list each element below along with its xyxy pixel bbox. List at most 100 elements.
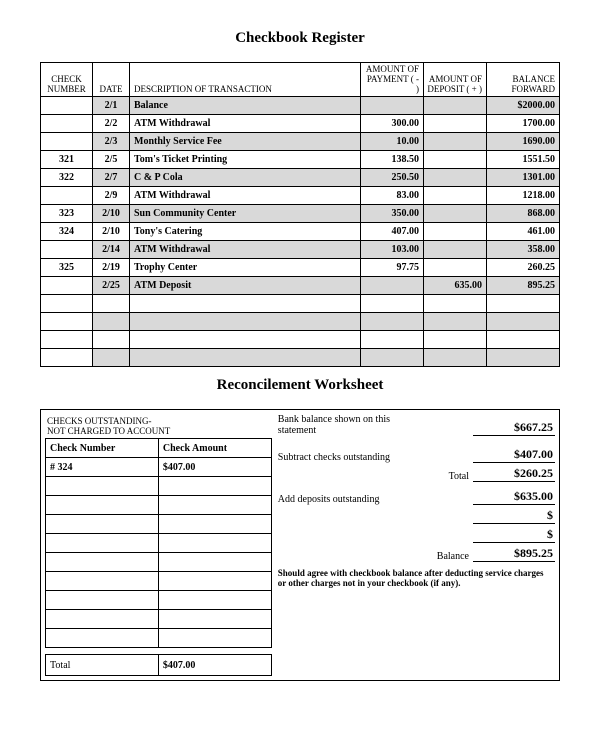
cell xyxy=(424,115,487,133)
cell xyxy=(93,313,130,331)
cell: 2/25 xyxy=(93,277,130,295)
cell xyxy=(41,349,93,367)
cell: 461.00 xyxy=(487,223,560,241)
table-row xyxy=(46,591,272,610)
cell: 323 xyxy=(41,205,93,223)
cell: 324 xyxy=(41,223,93,241)
cell xyxy=(41,133,93,151)
cell xyxy=(158,572,271,591)
cell: 1551.50 xyxy=(487,151,560,169)
cell xyxy=(158,496,271,515)
cell xyxy=(361,349,424,367)
cell xyxy=(41,187,93,205)
bank-balance-amount: $667.25 xyxy=(473,420,555,436)
cell: ATM Withdrawal xyxy=(130,187,361,205)
bank-balance-label: Bank balance shown on this statement xyxy=(278,414,429,436)
cell: 1218.00 xyxy=(487,187,560,205)
cell: 10.00 xyxy=(361,133,424,151)
cell xyxy=(424,97,487,115)
outstanding-table: Check Number Check Amount # 324$407.00 xyxy=(45,438,272,648)
register-title: Checkbook Register xyxy=(40,30,560,47)
cell: 138.50 xyxy=(361,151,424,169)
add-amount: $635.00 xyxy=(473,489,555,505)
cell xyxy=(424,205,487,223)
out-col-check: Check Number xyxy=(46,439,159,458)
cell: Tom's Ticket Printing xyxy=(130,151,361,169)
cell xyxy=(41,313,93,331)
header-desc: DESCRIPTION OF TRANSACTION xyxy=(130,63,361,97)
balance-sublabel: Balance xyxy=(429,551,473,562)
cell xyxy=(487,331,560,349)
table-row: 2/14ATM Withdrawal103.00 358.00 xyxy=(41,241,560,259)
cell: 868.00 xyxy=(487,205,560,223)
cell xyxy=(41,295,93,313)
cell xyxy=(361,97,424,115)
cell: 97.75 xyxy=(361,259,424,277)
cell xyxy=(41,241,93,259)
cell xyxy=(130,313,361,331)
total-sublabel: Total xyxy=(429,471,473,482)
cell: 2/14 xyxy=(93,241,130,259)
table-row: 3222/7C & P Cola250.50 1301.00 xyxy=(41,169,560,187)
cell: 321 xyxy=(41,151,93,169)
cell: C & P Cola xyxy=(130,169,361,187)
cell xyxy=(424,295,487,313)
cell: Sun Community Center xyxy=(130,205,361,223)
cell xyxy=(424,331,487,349)
table-row xyxy=(46,572,272,591)
subtract-label: Subtract checks outstanding xyxy=(278,452,429,463)
table-row xyxy=(46,515,272,534)
cell xyxy=(41,97,93,115)
cell xyxy=(424,187,487,205)
cell xyxy=(487,295,560,313)
cell: 2/2 xyxy=(93,115,130,133)
cell xyxy=(424,133,487,151)
cell xyxy=(487,313,560,331)
cell: 895.25 xyxy=(487,277,560,295)
cell xyxy=(158,534,271,553)
table-row: 2/3Monthly Service Fee10.00 1690.00 xyxy=(41,133,560,151)
cell xyxy=(361,277,424,295)
header-balance: BALANCE FORWARD xyxy=(487,63,560,97)
cell xyxy=(158,515,271,534)
table-row xyxy=(46,496,272,515)
cell: Monthly Service Fee xyxy=(130,133,361,151)
cell xyxy=(424,259,487,277)
cell: ATM Withdrawal xyxy=(130,115,361,133)
cell xyxy=(46,515,159,534)
cell xyxy=(46,553,159,572)
cell xyxy=(46,610,159,629)
cell: 250.50 xyxy=(361,169,424,187)
cell: 1700.00 xyxy=(487,115,560,133)
outstanding-header: CHECKS OUTSTANDING- NOT CHARGED TO ACCOU… xyxy=(45,414,272,438)
cell: 2/10 xyxy=(93,205,130,223)
out-col-amount: Check Amount xyxy=(158,439,271,458)
cell: ATM Deposit xyxy=(130,277,361,295)
cell xyxy=(41,115,93,133)
header-check: CHECK NUMBER xyxy=(41,63,93,97)
cell: 2/1 xyxy=(93,97,130,115)
cell: 407.00 xyxy=(361,223,424,241)
cell: 83.00 xyxy=(361,187,424,205)
blank-amount-1: $ xyxy=(473,508,555,524)
cell xyxy=(93,295,130,313)
cell xyxy=(46,534,159,553)
cell xyxy=(46,629,159,648)
cell xyxy=(424,349,487,367)
cell: Trophy Center xyxy=(130,259,361,277)
cell xyxy=(46,591,159,610)
reconcilement-box: CHECKS OUTSTANDING- NOT CHARGED TO ACCOU… xyxy=(40,409,560,681)
cell: # 324 xyxy=(46,458,159,477)
total-amount: $260.25 xyxy=(473,466,555,482)
table-row xyxy=(46,629,272,648)
cell xyxy=(130,295,361,313)
cell: 350.00 xyxy=(361,205,424,223)
table-row xyxy=(41,295,560,313)
cell: 322 xyxy=(41,169,93,187)
table-row: 2/9ATM Withdrawal83.00 1218.00 xyxy=(41,187,560,205)
register-table: CHECK NUMBER DATE DESCRIPTION OF TRANSAC… xyxy=(40,62,560,367)
cell: 2/3 xyxy=(93,133,130,151)
cell: 2/7 xyxy=(93,169,130,187)
subtract-amount: $407.00 xyxy=(473,447,555,463)
cell: 1690.00 xyxy=(487,133,560,151)
